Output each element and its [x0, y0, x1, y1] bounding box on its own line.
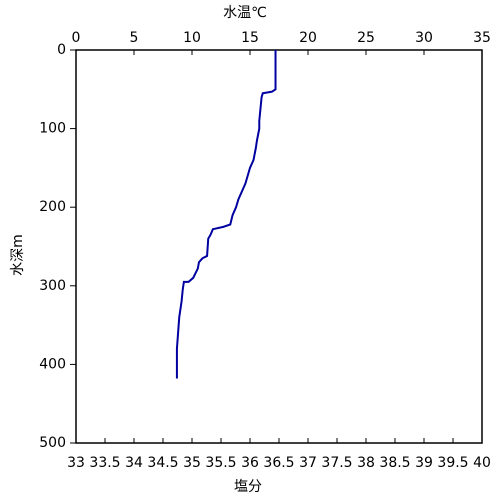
x2-tick-label: 33.5 [89, 455, 120, 471]
x-tick-label: 5 [130, 30, 139, 46]
x-tick-label: 20 [299, 30, 317, 46]
x2-tick-label: 37 [299, 455, 317, 471]
x-tick-label: 25 [357, 30, 375, 46]
x2-tick-label: 39.5 [437, 455, 468, 471]
x-tick-label: 0 [72, 30, 81, 46]
x2-tick-label: 37.5 [321, 455, 352, 471]
x2-tick-label: 34 [125, 455, 143, 471]
x2-tick-label: 35.5 [205, 455, 236, 471]
x-axis-title: 水温℃ [223, 5, 267, 21]
y-axis-title: 水深m [10, 234, 26, 276]
x-tick-label: 35 [473, 30, 491, 46]
x2-tick-label: 36.5 [263, 455, 294, 471]
x2-tick-label: 33 [67, 455, 85, 471]
x2-tick-label: 40 [473, 455, 491, 471]
y-tick-label: 200 [39, 199, 66, 215]
plot-frame [75, 49, 483, 444]
x-tick-label: 15 [241, 30, 259, 46]
y-tick-label: 0 [57, 42, 66, 58]
x2-tick-label: 38 [357, 455, 375, 471]
x-tick-label: 30 [415, 30, 433, 46]
x2-tick-label: 39 [415, 455, 433, 471]
y-tick-label: 400 [39, 356, 66, 372]
y-tick-label: 300 [39, 278, 66, 294]
y-tick-label: 500 [39, 435, 66, 451]
x2-tick-label: 38.5 [379, 455, 410, 471]
x-tick-label: 10 [183, 30, 201, 46]
y-tick-label: 100 [39, 121, 66, 137]
x2-axis-title: 塩分 [234, 479, 262, 495]
x2-tick-label: 35 [183, 455, 201, 471]
temperature-line [175, 50, 277, 379]
x2-tick-label: 36 [241, 455, 259, 471]
x2-tick-label: 34.5 [147, 455, 178, 471]
